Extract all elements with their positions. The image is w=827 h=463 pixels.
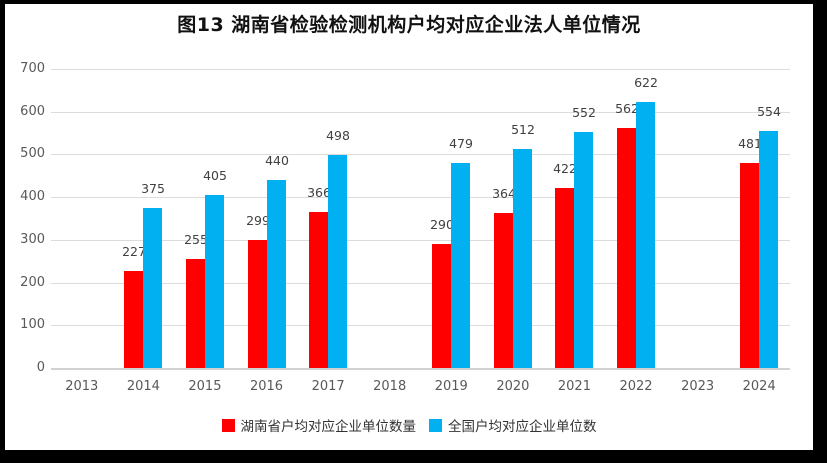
gridline-200 (51, 283, 790, 284)
y-tick-label-200: 200 (20, 275, 45, 290)
bar-hunan-2015 (186, 259, 205, 368)
bar-label-national-2022: 622 (634, 75, 658, 90)
bar-label-hunan-2017: 366 (307, 185, 331, 200)
bar-national-2021 (574, 132, 593, 368)
bar-hunan-2019 (432, 244, 451, 368)
bar-label-national-2014: 375 (141, 181, 165, 196)
x-tick-label-2013: 2013 (65, 379, 99, 394)
bar-national-2019 (451, 163, 470, 368)
gridline-300 (51, 240, 790, 241)
x-tick-label-2019: 2019 (434, 379, 468, 394)
legend-swatch-national (429, 418, 442, 432)
bar-national-2016 (267, 180, 286, 368)
y-tick-label-400: 400 (20, 189, 45, 204)
bar-national-2024 (759, 131, 778, 368)
gridline-700 (51, 69, 790, 70)
legend-label-national: 全国户均对应企业单位数 (448, 419, 597, 435)
bar-label-hunan-2014: 227 (122, 244, 146, 259)
legend: 湖南省户均对应企业单位数量 全国户均对应企业单位数 (5, 415, 813, 435)
x-tick-label-2023: 2023 (681, 379, 715, 394)
bar-hunan-2021 (555, 188, 574, 368)
bar-label-national-2015: 405 (203, 168, 227, 183)
bar-label-hunan-2015: 255 (184, 232, 208, 247)
x-tick-label-2016: 2016 (249, 379, 284, 394)
y-tick-label-700: 700 (20, 61, 45, 76)
bar-national-2017 (328, 155, 347, 368)
bar-label-national-2024: 554 (757, 104, 781, 119)
bar-label-hunan-2020: 364 (492, 186, 516, 201)
bar-national-2014 (143, 208, 162, 368)
y-tick-label-100: 100 (20, 317, 45, 332)
x-axis-line (51, 368, 790, 370)
x-tick-label-2014: 2014 (126, 379, 160, 394)
y-tick-label-600: 600 (20, 104, 45, 119)
x-tick-label-2018: 2018 (373, 379, 407, 394)
bar-label-hunan-2016: 299 (246, 213, 270, 228)
bar-label-national-2016: 440 (265, 153, 289, 168)
legend-item-hunan: 湖南省户均对应企业单位数量 (221, 415, 417, 435)
gridline-500 (51, 154, 790, 155)
legend-item-national: 全国户均对应企业单位数 (429, 415, 597, 435)
bar-hunan-2022 (617, 128, 636, 368)
bar-hunan-2016 (248, 240, 267, 368)
bar-hunan-2014 (124, 271, 143, 368)
chart-title: 图13 湖南省检验检测机构户均对应企业法人单位情况 (177, 14, 641, 36)
bar-label-hunan-2021: 422 (553, 161, 577, 176)
bar-label-national-2019: 479 (449, 136, 473, 151)
bar-national-2022 (636, 102, 655, 368)
bar-hunan-2017 (309, 212, 328, 368)
x-tick-label-2015: 2015 (188, 379, 222, 394)
x-tick-label-2020: 2020 (496, 379, 530, 394)
bar-hunan-2020 (494, 213, 513, 368)
y-tick-label-300: 300 (20, 232, 45, 247)
x-tick-label-2017: 2017 (311, 379, 345, 394)
bar-label-national-2017: 498 (326, 128, 350, 143)
y-tick-label-0: 0 (36, 360, 45, 375)
bar-label-hunan-2022: 562 (615, 101, 639, 116)
bar-label-national-2021: 552 (572, 105, 596, 120)
legend-swatch-hunan (221, 418, 235, 432)
bar-national-2020 (513, 149, 532, 368)
bar-national-2015 (205, 195, 224, 368)
chart-canvas: 图13 湖南省检验检测机构户均对应企业法人单位情况 0 100 200 300 400 5… (5, 4, 813, 450)
gridline-400 (51, 197, 790, 198)
x-tick-label-2022: 2022 (619, 379, 653, 394)
gridline-100 (51, 325, 790, 326)
bar-hunan-2024 (740, 163, 759, 368)
bar-label-hunan-2019: 290 (430, 217, 454, 232)
legend-label-hunan: 湖南省户均对应企业单位数量 (240, 419, 417, 435)
bar-label-national-2020: 512 (511, 122, 535, 137)
gridline-600 (51, 112, 790, 113)
bar-label-hunan-2024: 481 (738, 136, 762, 151)
x-tick-label-2024: 2024 (742, 379, 776, 394)
y-tick-label-500: 500 (20, 146, 45, 161)
x-tick-label-2021: 2021 (557, 379, 591, 394)
